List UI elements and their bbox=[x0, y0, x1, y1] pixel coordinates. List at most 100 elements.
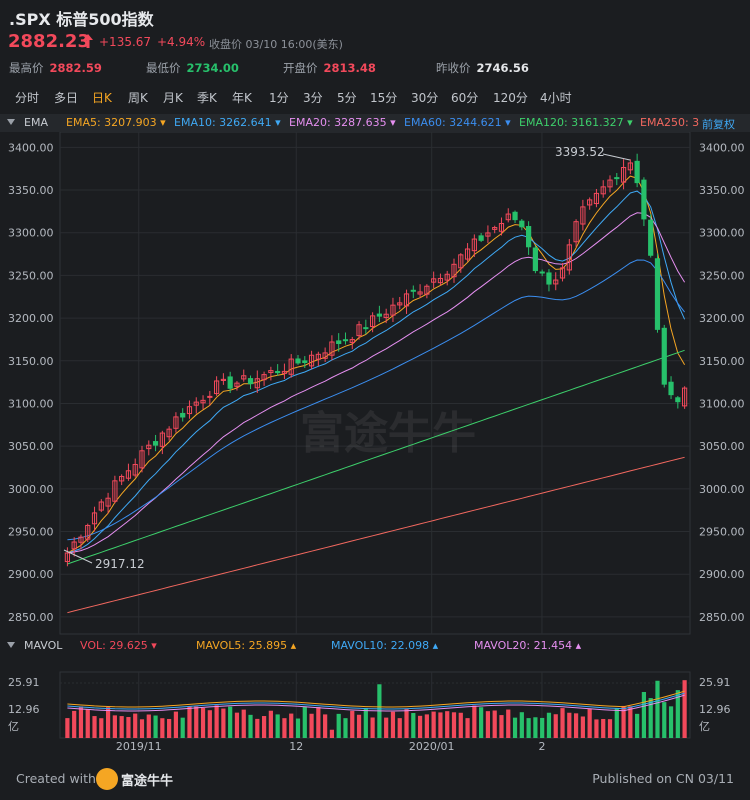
volume-tick-right: 12.96 bbox=[699, 703, 731, 716]
volume-bar bbox=[78, 706, 84, 738]
volume-bar bbox=[594, 719, 599, 738]
volume-tick-right: 亿 bbox=[699, 720, 710, 733]
candlesticks bbox=[64, 153, 688, 567]
stat-low: 最低价 2734.00 bbox=[146, 61, 239, 75]
max-price-label: 3393.52 bbox=[555, 145, 605, 159]
candle-body bbox=[431, 278, 437, 283]
price-tick-left: 2950.00 bbox=[8, 526, 54, 539]
volume-bar bbox=[451, 712, 457, 738]
candle-body bbox=[682, 387, 688, 407]
volume-bar bbox=[540, 717, 545, 738]
candle-body bbox=[308, 354, 315, 367]
mavol-label[interactable]: MAVOL bbox=[24, 639, 63, 652]
candle-body bbox=[91, 512, 98, 525]
volume-bar bbox=[641, 691, 647, 738]
candle-body bbox=[492, 227, 498, 230]
quote-header: .SPX 标普500指数 2882.23 +135.67 +4.94% 收盘价 … bbox=[0, 0, 750, 84]
adjust-toggle[interactable]: 前复权 bbox=[702, 118, 735, 131]
up-arrow-icon bbox=[83, 34, 93, 48]
volume-bar bbox=[479, 707, 484, 738]
ema20-value[interactable]: EMA20: 3287.635 ▾ bbox=[289, 116, 396, 129]
candle-body bbox=[105, 497, 111, 507]
tab-yearly-k[interactable]: 年K bbox=[232, 91, 252, 105]
volume-bar bbox=[607, 719, 613, 738]
volume-bar bbox=[628, 706, 633, 738]
volume-bar bbox=[329, 729, 335, 738]
candle-body bbox=[64, 552, 70, 563]
volume-bar bbox=[519, 712, 524, 738]
tab-60min[interactable]: 60分 bbox=[451, 91, 479, 105]
price-tick-left: 3400.00 bbox=[8, 141, 54, 154]
max-pointer-line bbox=[602, 153, 631, 161]
volume-tick-left: 25.91 bbox=[8, 676, 40, 689]
candle-body bbox=[281, 370, 288, 374]
tab-1min[interactable]: 1分 bbox=[269, 91, 289, 105]
candle-body bbox=[214, 380, 220, 395]
candle-body bbox=[505, 213, 511, 221]
tab-30min[interactable]: 30分 bbox=[411, 91, 439, 105]
price-tick-right: 3300.00 bbox=[699, 227, 745, 240]
tab-intraday[interactable]: 分时 bbox=[15, 91, 40, 105]
candle-body bbox=[444, 273, 450, 281]
volume-bar bbox=[675, 690, 680, 738]
candle-body bbox=[458, 254, 464, 269]
vol-value[interactable]: VOL: 29.625 ▾ bbox=[80, 639, 157, 652]
volume-bar bbox=[384, 717, 389, 738]
mavol5-value[interactable]: MAVOL5: 25.895 ▴ bbox=[196, 639, 297, 652]
candle-body bbox=[356, 324, 362, 337]
candle-body bbox=[227, 376, 233, 389]
tab-quarterly-k[interactable]: 季K bbox=[197, 91, 217, 105]
candle-body bbox=[125, 470, 132, 479]
volume-bar bbox=[336, 713, 341, 738]
ema60-value[interactable]: EMA60: 3244.621 ▾ bbox=[404, 116, 511, 129]
volume-bar bbox=[99, 718, 104, 738]
collapse-triangle-icon[interactable] bbox=[7, 119, 15, 125]
candle-body bbox=[302, 360, 308, 364]
volume-bar bbox=[431, 711, 436, 738]
price-tick-left: 2850.00 bbox=[8, 611, 54, 624]
mavol10-value[interactable]: MAVOL10: 22.098 ▴ bbox=[331, 639, 439, 652]
ema10-line bbox=[67, 190, 686, 554]
candle-body bbox=[207, 395, 213, 398]
ema250-value[interactable]: EMA250: 3 bbox=[640, 116, 700, 129]
volume-bar bbox=[635, 713, 640, 738]
candle-body bbox=[139, 450, 145, 469]
volume-bar bbox=[512, 717, 518, 738]
candle-body bbox=[641, 179, 647, 220]
volume-bar bbox=[438, 712, 443, 738]
candle-body bbox=[498, 223, 505, 232]
candle-body bbox=[390, 304, 396, 316]
candle-body bbox=[85, 524, 91, 540]
candle-body bbox=[383, 313, 389, 319]
date-label: 2019/11 bbox=[116, 740, 162, 753]
tab-4hour[interactable]: 4小时 bbox=[540, 91, 572, 105]
tab-15min[interactable]: 15分 bbox=[370, 91, 398, 105]
volume-bar bbox=[139, 719, 145, 738]
volume-bar bbox=[492, 710, 497, 738]
volume-bar bbox=[85, 709, 90, 738]
tab-multi-day[interactable]: 多日 bbox=[54, 91, 79, 105]
candle-body bbox=[247, 378, 254, 385]
tab-daily-k[interactable]: 日K bbox=[92, 91, 112, 105]
volume-bar bbox=[397, 718, 402, 738]
tab-monthly-k[interactable]: 月K bbox=[163, 91, 183, 105]
tab-5min[interactable]: 5分 bbox=[337, 91, 357, 105]
kline-chart[interactable]: 3400.00 3400.00 3350.00 3350.00 3300.00 3300.… bbox=[0, 132, 750, 762]
ema120-value[interactable]: EMA120: 3161.327 ▾ bbox=[519, 116, 633, 129]
candle-body bbox=[526, 226, 532, 248]
tab-3min[interactable]: 3分 bbox=[303, 91, 323, 105]
tab-120min[interactable]: 120分 bbox=[493, 91, 528, 105]
ema-label[interactable]: EMA bbox=[24, 116, 48, 129]
tab-weekly-k[interactable]: 周K bbox=[128, 91, 148, 105]
candle-body bbox=[546, 272, 552, 285]
ema5-value[interactable]: EMA5: 3207.903 ▾ bbox=[66, 116, 166, 129]
candle-body bbox=[234, 382, 240, 387]
ema10-value[interactable]: EMA10: 3262.641 ▾ bbox=[174, 116, 281, 129]
stat-open: 开盘价 2813.48 bbox=[283, 61, 376, 75]
stat-prev-close: 昨收价 2746.56 bbox=[436, 61, 529, 75]
volume-bar bbox=[648, 698, 653, 738]
mavol20-value[interactable]: MAVOL20: 21.454 ▴ bbox=[474, 639, 582, 652]
candle-body bbox=[614, 177, 620, 180]
candle-body bbox=[600, 186, 606, 195]
collapse-triangle-icon[interactable] bbox=[7, 642, 15, 648]
